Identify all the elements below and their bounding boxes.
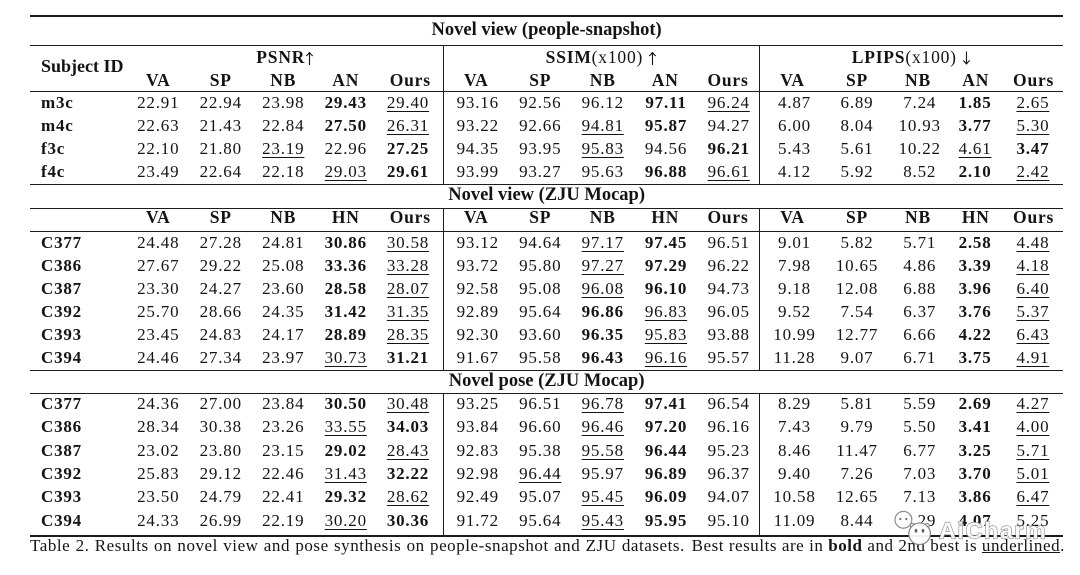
svg-text:AiCharm: AiCharm (939, 518, 1047, 544)
